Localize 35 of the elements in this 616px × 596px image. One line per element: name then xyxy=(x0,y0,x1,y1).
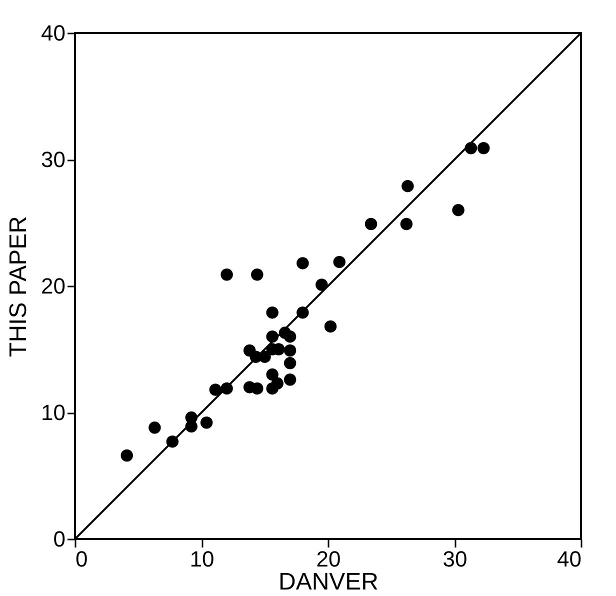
x-tick-label: 0 xyxy=(76,546,88,572)
y-tick-label: 30 xyxy=(41,147,66,172)
point xyxy=(324,320,337,333)
y-tick-label: 20 xyxy=(41,274,66,298)
point xyxy=(316,278,328,291)
point xyxy=(266,306,278,319)
point xyxy=(209,384,222,396)
x-tick-label: 30 xyxy=(442,546,468,572)
point xyxy=(220,268,233,281)
y-tick-label: 0 xyxy=(53,526,66,552)
point xyxy=(251,268,264,281)
point xyxy=(452,204,464,216)
point xyxy=(402,180,414,192)
point xyxy=(120,449,133,462)
point xyxy=(200,416,213,429)
point xyxy=(364,218,378,230)
point xyxy=(251,382,264,395)
point xyxy=(271,377,284,390)
x-tick-label: 20 xyxy=(316,546,341,572)
point xyxy=(477,142,490,154)
point xyxy=(284,374,296,386)
point xyxy=(148,422,161,434)
y-tick-label: 40 xyxy=(41,20,66,46)
point xyxy=(284,344,296,357)
point xyxy=(296,257,309,270)
y-axis-title: THIS PAPER xyxy=(5,216,32,357)
point xyxy=(284,357,296,370)
x-tick-label: 10 xyxy=(190,546,214,572)
point xyxy=(400,218,413,230)
point xyxy=(284,330,296,343)
x-axis-title: DANVER xyxy=(278,568,379,596)
x-tick-label: 40 xyxy=(557,546,582,572)
point xyxy=(266,368,278,381)
point xyxy=(333,256,346,268)
y-tick-label: 10 xyxy=(41,400,66,425)
